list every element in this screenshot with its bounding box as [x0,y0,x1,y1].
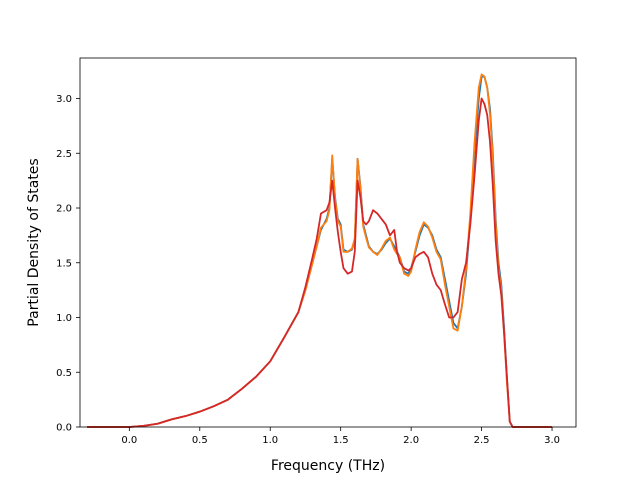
series-layer [87,73,553,428]
x-axis-ticks: 0.0 0.5 1.0 1.5 2.0 2.5 3.0 [121,427,560,446]
y-tick-label: 0.0 [56,423,72,434]
x-tick-label: 3.0 [544,435,560,446]
series-line-3 [87,97,553,428]
x-tick-label: 2.5 [474,435,490,446]
y-tick-label: 0.5 [56,368,72,379]
y-axis-label: Partial Density of States [26,158,42,326]
x-axis-label: Frequency (THz) [271,458,385,474]
x-tick-label: 1.0 [262,435,278,446]
y-tick-label: 1.5 [56,258,72,269]
y-tick-label: 3.0 [56,94,72,105]
x-tick-label: 1.5 [333,435,349,446]
y-axis-ticks: 0.0 0.5 1.0 1.5 2.0 2.5 3.0 [56,94,80,434]
x-tick-label: 0.0 [121,435,137,446]
y-tick-label: 1.0 [56,313,72,324]
axes-frame [79,57,577,428]
x-tick-label: 0.5 [192,435,208,446]
y-tick-label: 2.0 [56,204,72,215]
y-tick-label: 2.5 [56,149,72,160]
x-tick-label: 2.0 [403,435,419,446]
